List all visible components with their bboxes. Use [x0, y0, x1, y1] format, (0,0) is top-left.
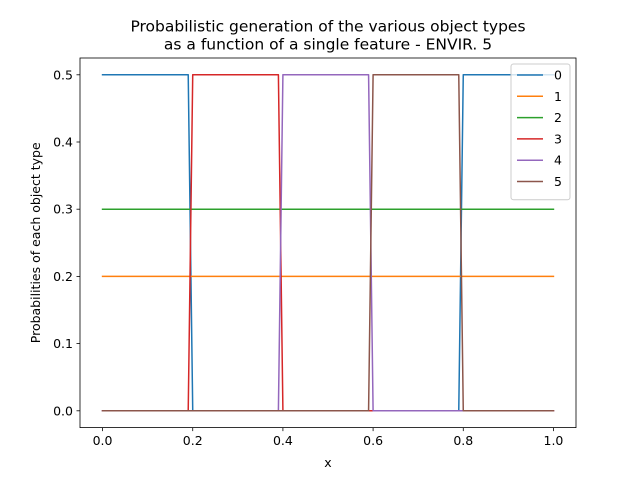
- x-tick-label: 0.8: [453, 433, 473, 448]
- plot-lines: [101, 74, 555, 412]
- x-axis-label: x: [324, 455, 331, 470]
- legend-label-5: 5: [554, 174, 562, 189]
- legend-label-0: 0: [554, 68, 562, 83]
- legend-box: [510, 63, 571, 201]
- axis-ticks: 0.0 0.2 0.4 0.6 0.8 1.0 0.0 0.1 0.2 0.3 0.4 0.5: [53, 67, 563, 448]
- legend: 0 1 2 3 4 5: [510, 63, 571, 201]
- series-line-5: [101, 74, 555, 412]
- x-tick-label: 0.4: [273, 433, 293, 448]
- y-tick-label: 0.1: [53, 336, 73, 351]
- x-tick-label: 1.0: [544, 433, 564, 448]
- legend-label-2: 2: [554, 110, 562, 125]
- y-tick-label: 0.3: [53, 202, 73, 217]
- chart-title-line-2: as a function of a single feature - ENVI…: [164, 36, 492, 54]
- x-tick-label: 0.2: [183, 433, 203, 448]
- chart-title-line-1: Probabilistic generation of the various …: [130, 18, 525, 36]
- y-tick-label: 0.2: [53, 269, 73, 284]
- y-tick-label: 0.0: [53, 403, 73, 418]
- legend-label-3: 3: [554, 131, 562, 146]
- y-tick-label: 0.4: [53, 135, 73, 150]
- plot-area-frame: [79, 57, 577, 429]
- legend-label-1: 1: [554, 89, 562, 104]
- x-tick-label: 0.6: [363, 433, 383, 448]
- legend-label-4: 4: [554, 153, 562, 168]
- x-tick-label: 0.0: [93, 433, 113, 448]
- y-axis-label: Probabilities of each object type: [28, 142, 43, 343]
- y-tick-label: 0.5: [53, 67, 73, 82]
